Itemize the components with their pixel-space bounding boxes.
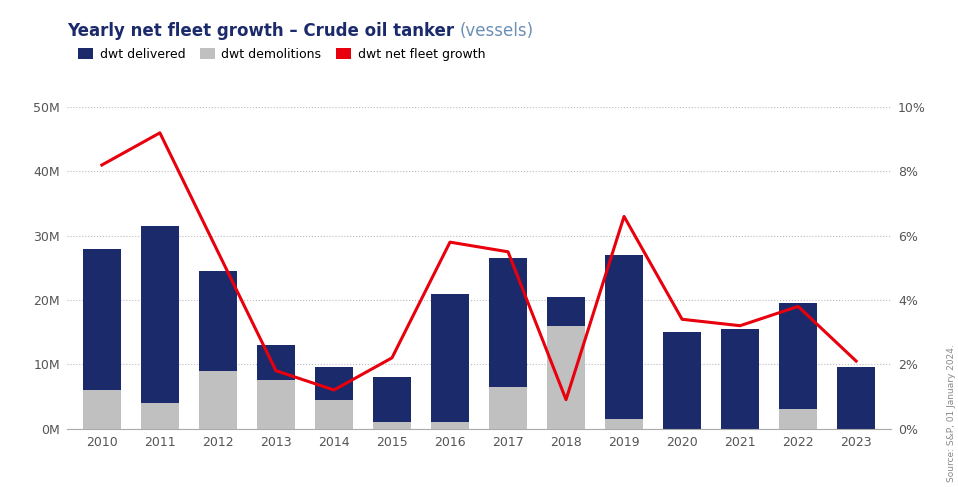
Text: Yearly net fleet growth – Crude oil tanker: Yearly net fleet growth – Crude oil tank… <box>67 22 460 40</box>
dwt net fleet growth <box>445 239 456 245</box>
Bar <box>605 255 643 429</box>
Bar <box>257 345 295 429</box>
Bar <box>83 248 121 429</box>
Bar <box>257 380 295 429</box>
Bar <box>141 226 179 429</box>
dwt net fleet growth <box>502 249 513 255</box>
Bar <box>199 271 237 429</box>
dwt net fleet growth <box>851 358 862 364</box>
Bar <box>663 332 701 429</box>
dwt net fleet growth <box>212 249 223 255</box>
dwt net fleet growth <box>270 368 282 374</box>
dwt net fleet growth <box>386 355 398 361</box>
Text: Source: S&P, 01 January 2024.: Source: S&P, 01 January 2024. <box>947 344 956 482</box>
Bar <box>315 368 353 429</box>
Bar <box>490 258 527 429</box>
dwt net fleet growth <box>676 317 688 322</box>
Bar <box>83 390 121 429</box>
Bar <box>605 419 643 429</box>
Bar <box>547 297 585 429</box>
Bar <box>431 294 468 429</box>
Bar <box>199 371 237 429</box>
Legend: dwt delivered, dwt demolitions, dwt net fleet growth: dwt delivered, dwt demolitions, dwt net … <box>74 43 490 66</box>
Bar <box>721 329 759 429</box>
Bar <box>547 326 585 429</box>
Bar <box>141 403 179 429</box>
Bar <box>431 422 468 429</box>
dwt net fleet growth <box>560 397 572 403</box>
Bar <box>779 303 817 429</box>
dwt net fleet growth <box>792 303 804 309</box>
Bar <box>373 377 411 429</box>
Bar <box>373 422 411 429</box>
Text: (vessels): (vessels) <box>460 22 534 40</box>
dwt net fleet growth <box>735 323 746 329</box>
dwt net fleet growth <box>154 130 166 136</box>
Bar <box>779 409 817 429</box>
Bar <box>315 400 353 429</box>
Bar <box>490 387 527 429</box>
dwt net fleet growth <box>618 213 629 219</box>
dwt net fleet growth <box>329 387 340 393</box>
Bar <box>837 368 875 429</box>
Line: dwt net fleet growth: dwt net fleet growth <box>102 133 856 400</box>
dwt net fleet growth <box>96 162 107 168</box>
